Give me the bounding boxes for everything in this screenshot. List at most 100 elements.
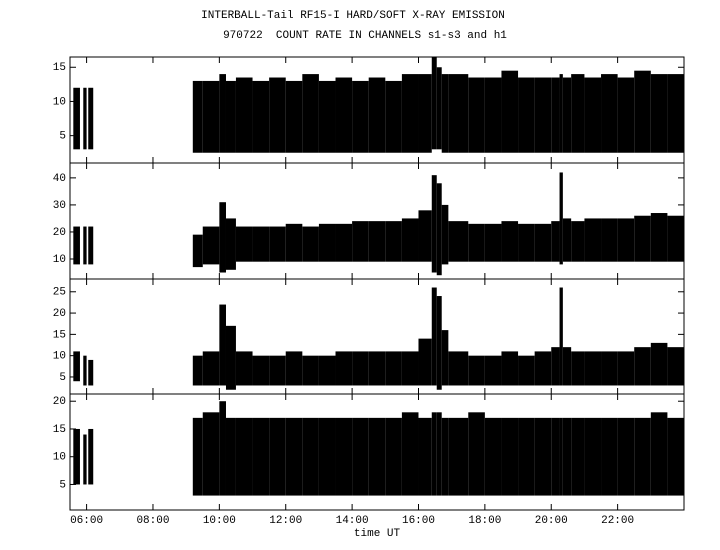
range-bar — [571, 221, 585, 262]
range-bar — [441, 204, 449, 265]
range-bar — [335, 417, 353, 496]
y-tick-label: 40 — [53, 173, 66, 185]
range-bar — [448, 221, 469, 262]
range-bar — [252, 226, 270, 262]
range-bar — [219, 304, 226, 386]
range-bar — [401, 351, 419, 386]
range-bar — [235, 351, 253, 386]
y-tick-label: 25 — [53, 287, 66, 299]
range-bar — [634, 70, 651, 153]
range-bar — [484, 77, 502, 153]
range-bar — [436, 412, 442, 496]
range-bar — [269, 226, 286, 262]
range-bar — [584, 351, 602, 386]
range-bar — [667, 417, 684, 496]
range-bar — [634, 215, 651, 262]
range-bar — [562, 417, 572, 496]
range-bar — [650, 342, 668, 386]
chart-subtitle: 970722 COUNT RATE IN CHANNELS s1-s3 and … — [223, 30, 507, 42]
range-bar — [634, 347, 651, 386]
range-bar — [385, 80, 402, 153]
range-bar — [385, 351, 402, 386]
y-tick-label: 10 — [53, 96, 66, 108]
range-bar — [534, 351, 552, 386]
range-bar — [431, 412, 437, 496]
range-bar — [385, 221, 402, 262]
range-bar — [484, 223, 502, 262]
range-bar — [269, 417, 286, 496]
range-bar — [318, 80, 336, 153]
range-bar — [352, 351, 369, 386]
range-bar — [352, 221, 369, 262]
chart-title: INTERBALL-Tail RF15-I HARD/SOFT X-RAY EM… — [201, 10, 505, 22]
range-bar — [202, 226, 220, 265]
range-bar — [518, 355, 535, 386]
range-bar — [269, 355, 286, 386]
range-bar — [436, 67, 442, 150]
range-bar — [368, 221, 386, 262]
range-bar — [584, 218, 602, 262]
range-bar — [559, 74, 563, 153]
range-bar — [448, 351, 469, 386]
x-tick-label: 14:00 — [336, 515, 369, 527]
range-bar — [468, 223, 485, 262]
range-bar — [252, 417, 270, 496]
range-bar — [617, 77, 635, 153]
range-bar — [302, 226, 319, 262]
range-bar — [252, 80, 270, 153]
range-bar — [518, 77, 535, 153]
range-bar — [468, 412, 485, 496]
x-tick-label: 22:00 — [601, 515, 634, 527]
range-bar — [219, 74, 226, 153]
range-bar — [617, 218, 635, 262]
range-bar — [436, 296, 442, 390]
y-tick-label: 30 — [53, 200, 66, 212]
range-bar — [335, 223, 353, 262]
range-bar — [73, 428, 80, 485]
range-bar — [352, 80, 369, 153]
range-bar — [302, 417, 319, 496]
x-axis-label: time UT — [354, 528, 401, 540]
range-bar — [368, 417, 386, 496]
x-tick-label: 18:00 — [468, 515, 501, 527]
range-bar — [534, 77, 552, 153]
range-bar — [225, 218, 236, 270]
range-bar — [202, 351, 220, 386]
range-bar — [418, 338, 432, 386]
range-bar — [584, 77, 602, 153]
range-bar — [192, 234, 203, 268]
y-tick-label: 10 — [53, 254, 66, 266]
range-bar — [252, 355, 270, 386]
range-bar — [601, 351, 618, 386]
y-tick-label: 10 — [53, 452, 66, 464]
range-bar — [518, 223, 535, 262]
range-bar — [88, 428, 94, 485]
range-bar — [88, 87, 94, 150]
range-bar — [667, 74, 684, 153]
range-bar — [501, 70, 519, 153]
range-bar — [418, 74, 432, 153]
range-bar — [617, 351, 635, 386]
y-tick-label: 5 — [59, 479, 66, 491]
range-bar — [352, 417, 369, 496]
y-tick-label: 15 — [53, 62, 66, 74]
range-bar — [225, 80, 236, 153]
x-tick-label: 16:00 — [402, 515, 435, 527]
range-bar — [335, 351, 353, 386]
x-tick-label: 10:00 — [203, 515, 236, 527]
range-bar — [468, 77, 485, 153]
range-bar — [83, 226, 87, 265]
range-bar — [401, 74, 419, 153]
range-bar — [225, 325, 236, 390]
range-bar — [650, 213, 668, 262]
range-bar — [285, 223, 303, 262]
range-bar — [368, 351, 386, 386]
y-tick-label: 20 — [53, 227, 66, 239]
range-bar — [431, 287, 437, 386]
range-bar — [601, 74, 618, 153]
y-tick-label: 20 — [53, 308, 66, 320]
y-tick-label: 10 — [53, 351, 66, 363]
range-bar — [551, 77, 560, 153]
range-bar — [501, 351, 519, 386]
range-bar — [88, 359, 94, 386]
